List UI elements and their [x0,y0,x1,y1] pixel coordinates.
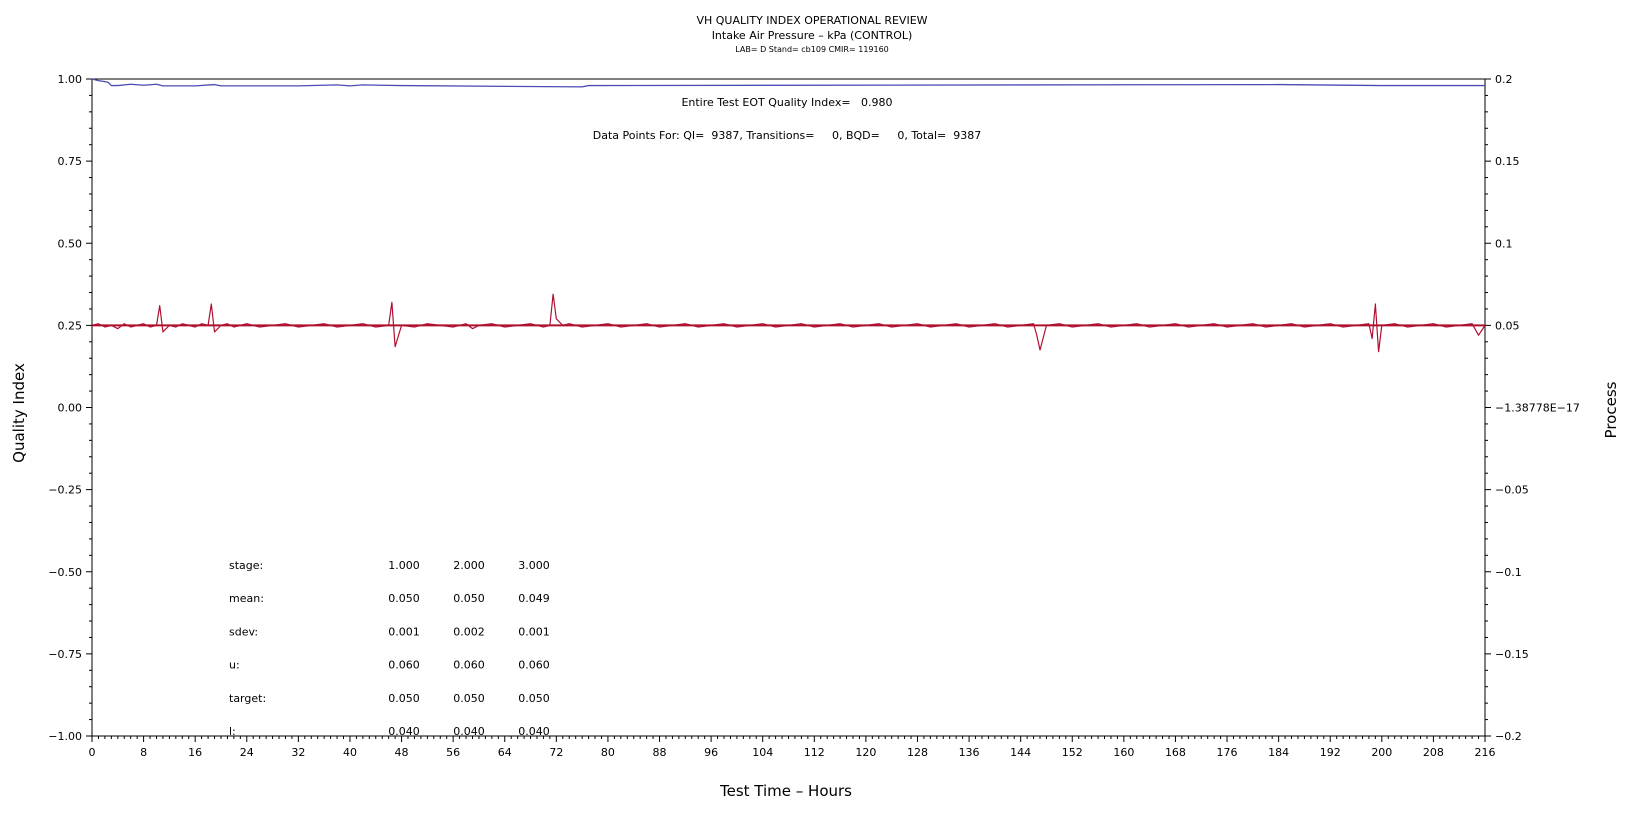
x-tick-label: 128 [907,746,928,759]
x-tick-label: 216 [1475,746,1496,759]
chart-title: VH QUALITY INDEX OPERATIONAL REVIEW [696,14,927,27]
stats-row-label: sdev: [229,625,258,638]
stats-cell: 1.000 [388,559,420,572]
x-tick-label: 152 [1062,746,1083,759]
y-left-tick-label: 1.00 [58,73,83,86]
y-axis-left-title: Quality Index [10,363,28,463]
stats-cell: 3.000 [518,559,550,572]
x-tick-label: 40 [343,746,357,759]
x-tick-label: 32 [291,746,305,759]
x-tick-label: 160 [1113,746,1134,759]
stats-cell: 0.060 [388,659,420,672]
y-left-tick-label: 0.50 [58,237,83,250]
stats-cell: 0.060 [518,659,550,672]
x-tick-label: 16 [188,746,202,759]
stats-cell: 0.050 [518,692,550,705]
x-axis-title: Test Time – Hours [719,782,852,800]
x-tick-label: 144 [1010,746,1031,759]
x-axis: 0 8 16 24 32 40 48 56 64 72 80 88 96 104 112 120 128 136 1… [89,736,1496,759]
x-tick-label: 88 [653,746,667,759]
stats-cell: 2.000 [453,559,485,572]
y-left-tick-label: −0.25 [48,484,82,497]
x-tick-label: 72 [549,746,563,759]
y-right-tick-label: −1.38778E−17 [1495,402,1580,415]
x-tick-label: 80 [601,746,615,759]
stats-cell: 0.002 [453,625,485,638]
chart-subtitle: Intake Air Pressure – kPa (CONTROL) [712,29,913,42]
stats-cell: 0.001 [388,625,420,638]
y-axis-right-title: Process [1602,381,1620,438]
x-tick-label: 104 [752,746,773,759]
annotation-eot: Entire Test EOT Quality Index= 0.980 [681,96,892,109]
x-tick-label: 184 [1268,746,1289,759]
x-tick-label: 208 [1423,746,1444,759]
x-tick-label: 200 [1371,746,1392,759]
y-right-tick-label: 0.05 [1495,319,1520,332]
stats-row-label: mean: [229,592,264,605]
y-right-tick-label: 0.1 [1495,237,1513,250]
y-right-tick-label: −0.2 [1495,730,1522,743]
chart-info-line: LAB= D Stand= cb109 CMIR= 119160 [735,45,889,54]
x-tick-label: 168 [1165,746,1186,759]
stats-table: stage: 1.000 2.000 3.000 mean: 0.050 0.050 0.04… [229,559,550,738]
stats-cell: 0.050 [453,592,485,605]
x-tick-label: 96 [704,746,718,759]
series-process-line [91,293,1486,353]
stats-cell: 0.049 [518,592,550,605]
y-right-tick-label: −0.1 [1495,566,1522,579]
x-tick-label: 64 [498,746,512,759]
series-group [91,78,1486,353]
x-tick-label: 112 [804,746,825,759]
y-left-tick-label: 0.75 [58,155,83,168]
y-right-tick-label: −0.05 [1495,484,1529,497]
stats-cell: 0.050 [388,692,420,705]
y-axis-right: 0.2 0.15 0.1 0.05 −1.38778E−17 −0.05 −0.1 −0.15… [1485,73,1580,743]
x-tick-label: 176 [1217,746,1238,759]
x-tick-label: 0 [89,746,96,759]
annotation-points: Data Points For: QI= 9387, Transitions= … [593,129,981,142]
x-tick-label: 48 [395,746,409,759]
stats-cell: 0.050 [453,692,485,705]
stats-row-label: l: [229,725,236,738]
y-right-tick-label: 0.2 [1495,73,1513,86]
series-quality-index-line [91,78,1485,88]
stats-cell: 0.040 [388,725,420,738]
y-left-tick-label: −1.00 [48,730,82,743]
stats-cell: 0.040 [518,725,550,738]
x-tick-label: 136 [959,746,980,759]
x-tick-label: 56 [446,746,460,759]
plot-frame [91,78,1486,737]
stats-cell: 0.060 [453,659,485,672]
y-left-tick-label: 0.00 [58,402,83,415]
stats-row-label: target: [229,692,266,705]
stats-row-label: stage: [229,559,263,572]
x-tick-label: 120 [855,746,876,759]
stats-row-label: u: [229,659,240,672]
y-right-tick-label: 0.15 [1495,155,1520,168]
y-left-tick-label: −0.75 [48,648,82,661]
stats-cell: 0.040 [453,725,485,738]
stats-cell: 0.050 [388,592,420,605]
x-tick-label: 24 [240,746,254,759]
y-left-tick-label: −0.50 [48,566,82,579]
y-right-tick-label: −0.15 [1495,648,1529,661]
y-axis-left: 1.00 0.75 0.50 0.25 0.00 −0.25 −0.50 −0.75 −1.00 [48,73,92,743]
x-tick-label: 192 [1320,746,1341,759]
stats-cell: 0.001 [518,625,550,638]
y-left-tick-label: 0.25 [58,319,83,332]
x-tick-label: 8 [140,746,147,759]
